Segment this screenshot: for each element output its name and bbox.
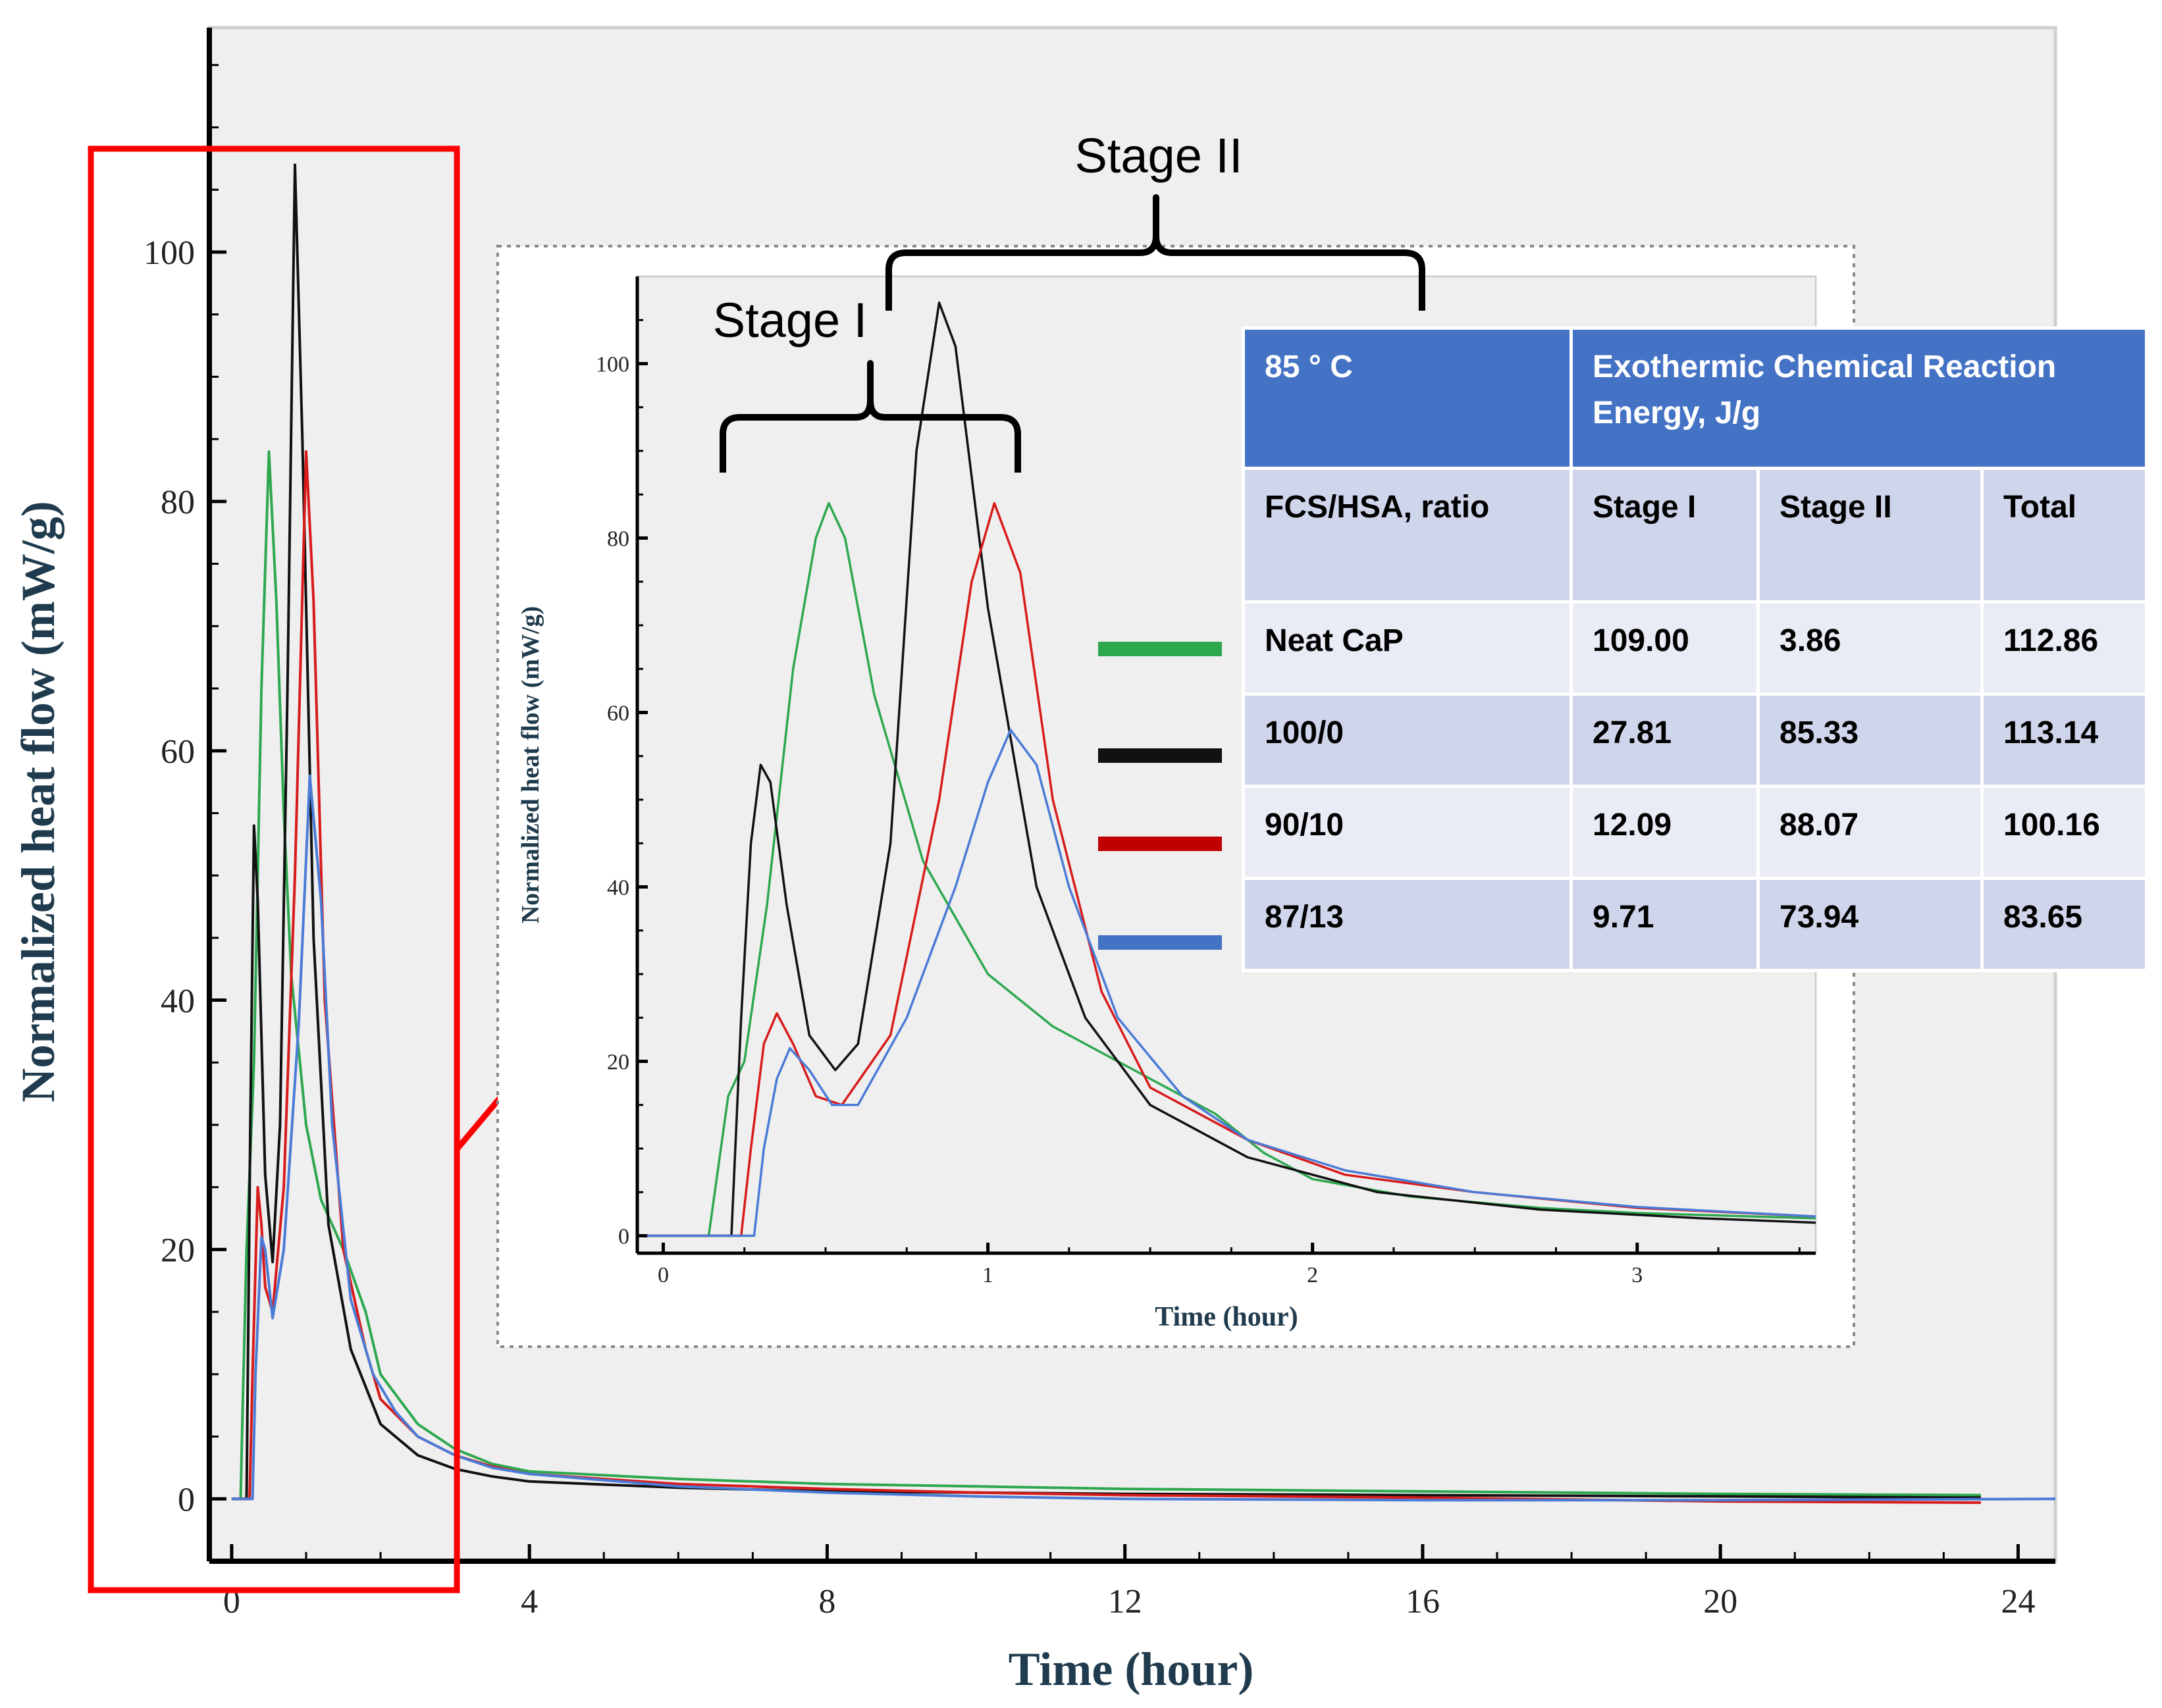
row-stage-1: 12.09 xyxy=(1569,785,1760,880)
main-x-axis-title: Time (hour) xyxy=(1009,1643,1254,1695)
x-tick-label: 3 xyxy=(1631,1263,1643,1287)
y-tick-label: 80 xyxy=(161,484,195,521)
y-tick-label: 20 xyxy=(161,1232,195,1270)
y-tick-label: 0 xyxy=(178,1481,195,1518)
x-tick-label: 4 xyxy=(521,1583,538,1620)
row-stage-1: 9.71 xyxy=(1569,877,1760,972)
x-tick-label: 2 xyxy=(1307,1263,1318,1287)
y-tick-label: 0 xyxy=(618,1224,629,1249)
series-line-87-13 xyxy=(646,729,1816,1237)
row-stage-1: 109.00 xyxy=(1569,600,1760,696)
row-stage-2: 3.86 xyxy=(1756,600,1984,696)
series-line-87-13 xyxy=(231,774,2056,1502)
row-total: 100.16 xyxy=(1980,785,2149,880)
x-tick-label: 24 xyxy=(2001,1583,2035,1620)
row-stage-2: 85.33 xyxy=(1756,692,1984,788)
row-ratio: Neat CaP xyxy=(1242,600,1573,696)
zoom-region-highlight xyxy=(88,145,460,1593)
x-tick-label: 8 xyxy=(818,1583,835,1620)
stage-2-brace xyxy=(885,194,1425,311)
y-tick-label: 80 xyxy=(607,527,629,551)
stage-1-brace xyxy=(720,360,1021,473)
series-line-90-10 xyxy=(231,450,1981,1504)
row-ratio: 87/13 xyxy=(1242,877,1573,972)
series-line-90-10 xyxy=(646,502,1816,1237)
table-row: Neat CaP 109.00 3.86 112.86 xyxy=(1242,600,2149,696)
inset-y-axis-title: Normalized heat flow (mW/g) xyxy=(517,606,544,923)
x-tick-label: 20 xyxy=(1703,1583,1737,1620)
x-tick-label: 1 xyxy=(982,1263,993,1287)
series-line-100-0 xyxy=(646,301,1816,1237)
stage-2-label: Stage II xyxy=(1074,128,1242,183)
y-tick-label: 60 xyxy=(607,701,629,725)
x-tick-label: 0 xyxy=(658,1263,669,1287)
y-tick-label: 20 xyxy=(607,1050,629,1074)
row-total: 112.86 xyxy=(1980,600,2149,696)
energy-header: Exothermic Chemical Reaction Energy, J/g xyxy=(1569,326,2149,470)
y-tick-label: 100 xyxy=(596,352,629,376)
x-tick-label: 16 xyxy=(1406,1583,1440,1620)
temperature-header: 85 ° C xyxy=(1242,326,1573,470)
table-row: 100/0 27.81 85.33 113.14 xyxy=(1242,692,2149,788)
main-y-axis-title: Normalized heat flow (mW/g) xyxy=(12,501,65,1102)
row-stage-2: 88.07 xyxy=(1756,785,1984,880)
y-tick-label: 60 xyxy=(161,733,195,771)
column-header-stage-2: Stage II xyxy=(1756,467,1984,604)
column-header-ratio: FCS/HSA, ratio xyxy=(1242,467,1573,604)
y-tick-label: 100 xyxy=(144,234,195,272)
table-row: 90/10 12.09 88.07 100.16 xyxy=(1242,785,2149,880)
row-stage-2: 73.94 xyxy=(1756,877,1984,972)
table-row: 87/13 9.71 73.94 83.65 xyxy=(1242,877,2149,972)
y-tick-label: 40 xyxy=(607,875,629,900)
reaction-energy-table: 85 ° C Exothermic Chemical Reaction Ener… xyxy=(1242,326,2149,972)
column-header-stage-1: Stage I xyxy=(1569,467,1760,604)
inset-x-axis-title: Time (hour) xyxy=(1155,1302,1298,1332)
series-line-neat-cap xyxy=(231,450,1981,1501)
row-ratio: 90/10 xyxy=(1242,785,1573,880)
y-tick-label: 40 xyxy=(161,983,195,1020)
row-ratio: 100/0 xyxy=(1242,692,1573,788)
x-tick-label: 12 xyxy=(1108,1583,1142,1620)
row-stage-1: 27.81 xyxy=(1569,692,1760,788)
stage-1-label: Stage I xyxy=(713,293,868,348)
row-total: 83.65 xyxy=(1980,877,2149,972)
row-total: 113.14 xyxy=(1980,692,2149,788)
column-header-total: Total xyxy=(1980,467,2149,604)
